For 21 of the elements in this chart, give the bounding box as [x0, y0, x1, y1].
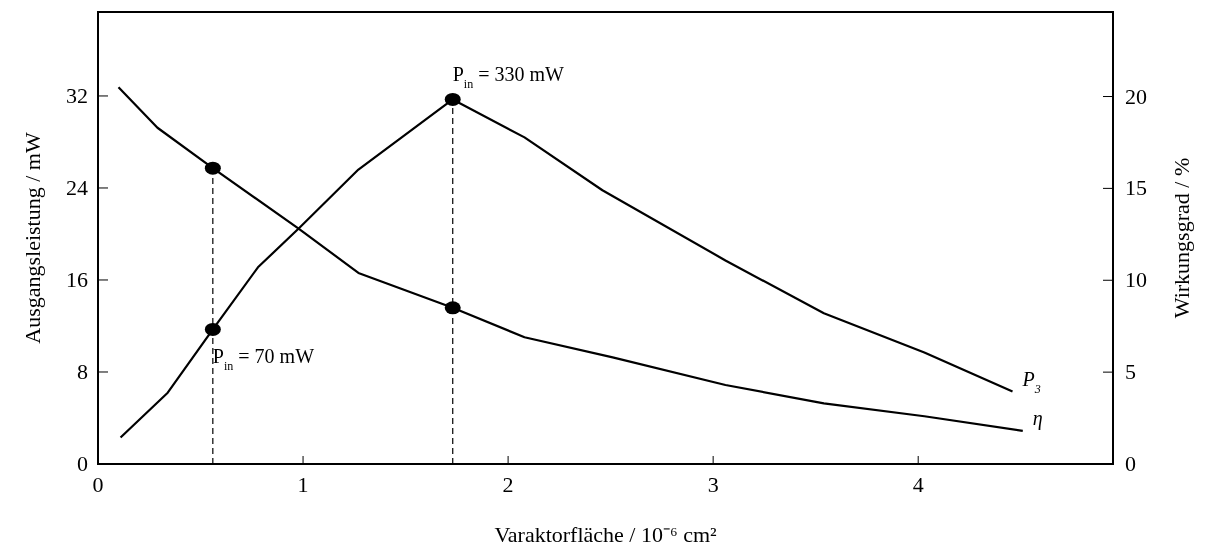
- series-label: η: [1032, 406, 1043, 430]
- y-axis-title: Ausgangsleistung / mW: [20, 132, 45, 344]
- y2-tick-label: 20: [1125, 83, 1147, 109]
- y2-tick-label: 0: [1125, 451, 1136, 476]
- annotation: P$_{in}$ = 70 mW: [212, 345, 315, 374]
- y-tick-label: 24: [66, 174, 88, 200]
- y-tick-label: 8: [77, 358, 88, 384]
- annotation: P$_{in}$ = 330 mW: [452, 63, 565, 92]
- x-tick-label: 2: [502, 472, 514, 497]
- series-label: P$_{3}$: [1021, 367, 1041, 396]
- x-axis-title: Varaktorfläche / 10⁻⁶ cm²: [494, 522, 718, 547]
- y2-tick-label: 15: [1125, 175, 1147, 201]
- y2-tick-label: 5: [1125, 359, 1136, 385]
- y2-axis-title: Wirkungsgrad / %: [1169, 157, 1194, 319]
- x-tick-label: 1: [297, 472, 309, 497]
- y2-tick-label: 10: [1125, 267, 1147, 293]
- y-tick-label: 0: [77, 451, 88, 476]
- x-tick-label: 3: [707, 472, 719, 497]
- x-tick-label: 4: [912, 472, 924, 497]
- y-tick-label: 32: [66, 82, 88, 108]
- y-tick-label: 16: [66, 266, 88, 292]
